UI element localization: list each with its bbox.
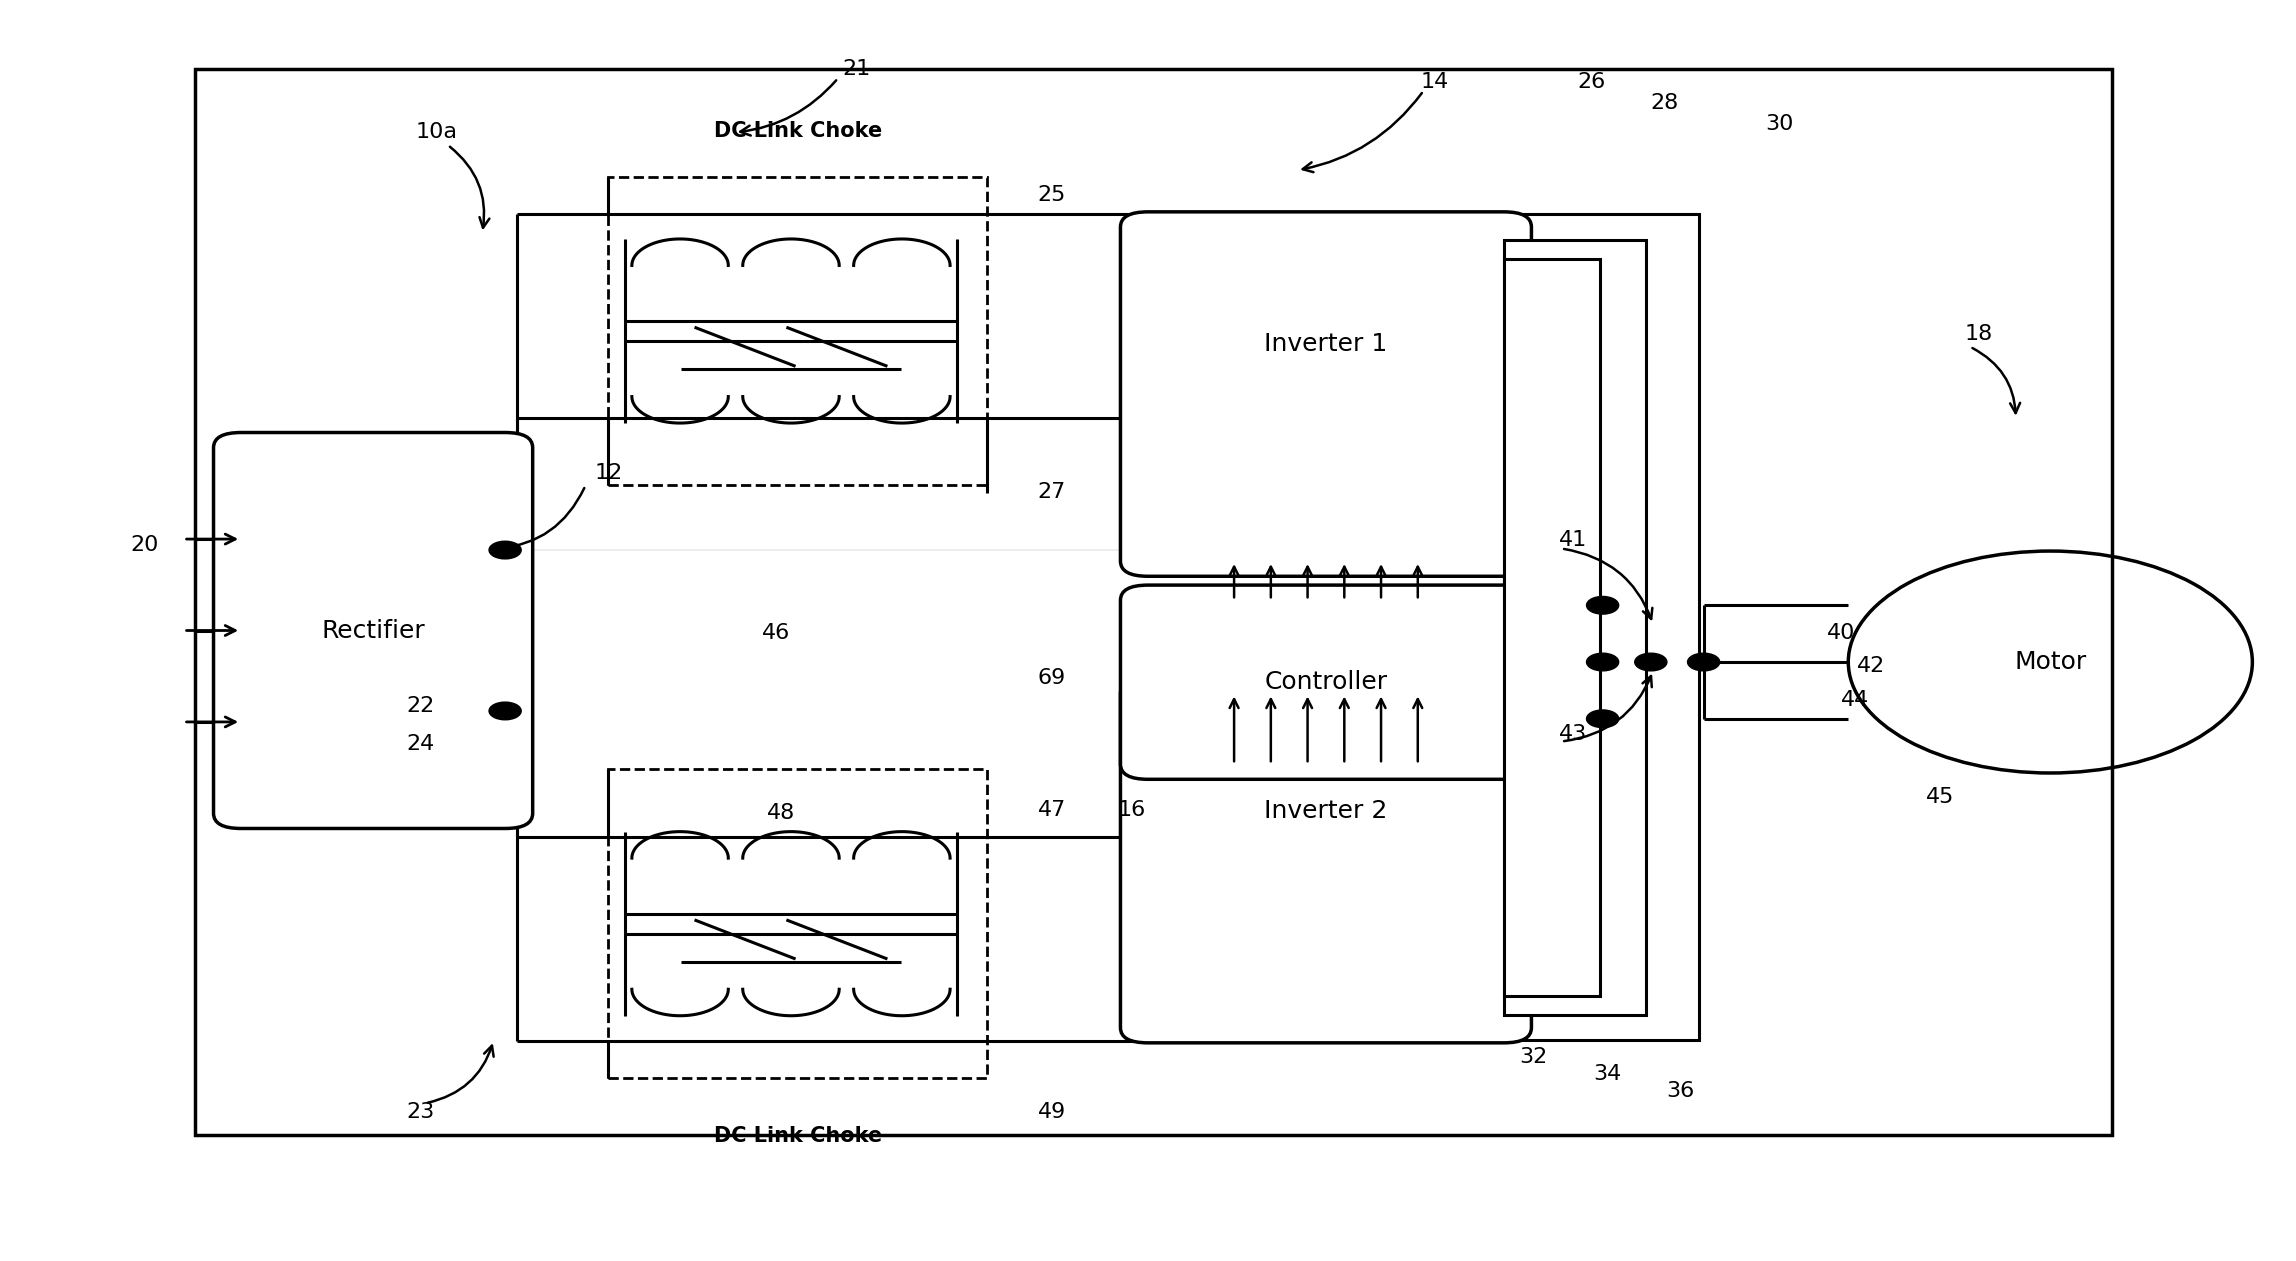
Circle shape bbox=[489, 541, 521, 559]
Text: 49: 49 bbox=[1038, 1102, 1065, 1122]
FancyBboxPatch shape bbox=[1120, 212, 1531, 576]
Text: 40: 40 bbox=[1828, 623, 1855, 643]
Text: 21: 21 bbox=[843, 59, 870, 79]
Text: Inverter 2: Inverter 2 bbox=[1265, 798, 1387, 822]
Text: DC Link Choke: DC Link Choke bbox=[714, 1126, 882, 1146]
Text: Controller: Controller bbox=[1265, 670, 1387, 695]
FancyBboxPatch shape bbox=[1120, 678, 1531, 1043]
Text: 20: 20 bbox=[131, 535, 158, 555]
Text: 10a: 10a bbox=[416, 122, 457, 142]
Text: 30: 30 bbox=[1766, 113, 1793, 134]
Text: 24: 24 bbox=[406, 734, 434, 754]
Text: 47: 47 bbox=[1038, 799, 1065, 820]
Bar bbox=[608, 769, 987, 1078]
Text: 36: 36 bbox=[1667, 1081, 1694, 1101]
Circle shape bbox=[1587, 596, 1619, 614]
Text: Rectifier: Rectifier bbox=[321, 618, 425, 643]
FancyBboxPatch shape bbox=[214, 433, 533, 828]
Text: 16: 16 bbox=[1118, 799, 1146, 820]
Bar bbox=[1504, 240, 1646, 1015]
Bar bbox=[1504, 214, 1699, 1040]
Bar bbox=[608, 177, 987, 485]
Text: 42: 42 bbox=[1857, 656, 1885, 676]
Text: 69: 69 bbox=[1038, 668, 1065, 689]
Circle shape bbox=[1688, 653, 1720, 671]
Text: Inverter 1: Inverter 1 bbox=[1265, 332, 1387, 356]
Text: 44: 44 bbox=[1841, 690, 1869, 710]
Text: 43: 43 bbox=[1559, 724, 1587, 744]
Text: 46: 46 bbox=[762, 623, 790, 643]
Text: 26: 26 bbox=[1577, 72, 1605, 92]
Text: 28: 28 bbox=[1651, 93, 1678, 113]
Bar bbox=[195, 69, 2112, 1135]
Text: 27: 27 bbox=[1038, 482, 1065, 502]
Circle shape bbox=[1587, 653, 1619, 671]
Text: 14: 14 bbox=[1421, 72, 1449, 92]
FancyBboxPatch shape bbox=[1120, 585, 1531, 779]
Bar bbox=[1504, 259, 1600, 996]
Text: 32: 32 bbox=[1520, 1047, 1548, 1067]
Text: 45: 45 bbox=[1926, 787, 1954, 807]
Text: 41: 41 bbox=[1559, 530, 1587, 550]
Text: Motor: Motor bbox=[2014, 649, 2087, 675]
Text: 34: 34 bbox=[1593, 1064, 1621, 1084]
Circle shape bbox=[489, 702, 521, 720]
Text: 22: 22 bbox=[406, 696, 434, 716]
Text: 12: 12 bbox=[595, 463, 622, 483]
Text: 48: 48 bbox=[767, 803, 794, 823]
Circle shape bbox=[1635, 653, 1667, 671]
Text: DC Link Choke: DC Link Choke bbox=[714, 121, 882, 141]
Text: 23: 23 bbox=[406, 1102, 434, 1122]
Circle shape bbox=[1587, 710, 1619, 728]
Text: 18: 18 bbox=[1965, 324, 1993, 344]
Text: 25: 25 bbox=[1038, 185, 1065, 206]
